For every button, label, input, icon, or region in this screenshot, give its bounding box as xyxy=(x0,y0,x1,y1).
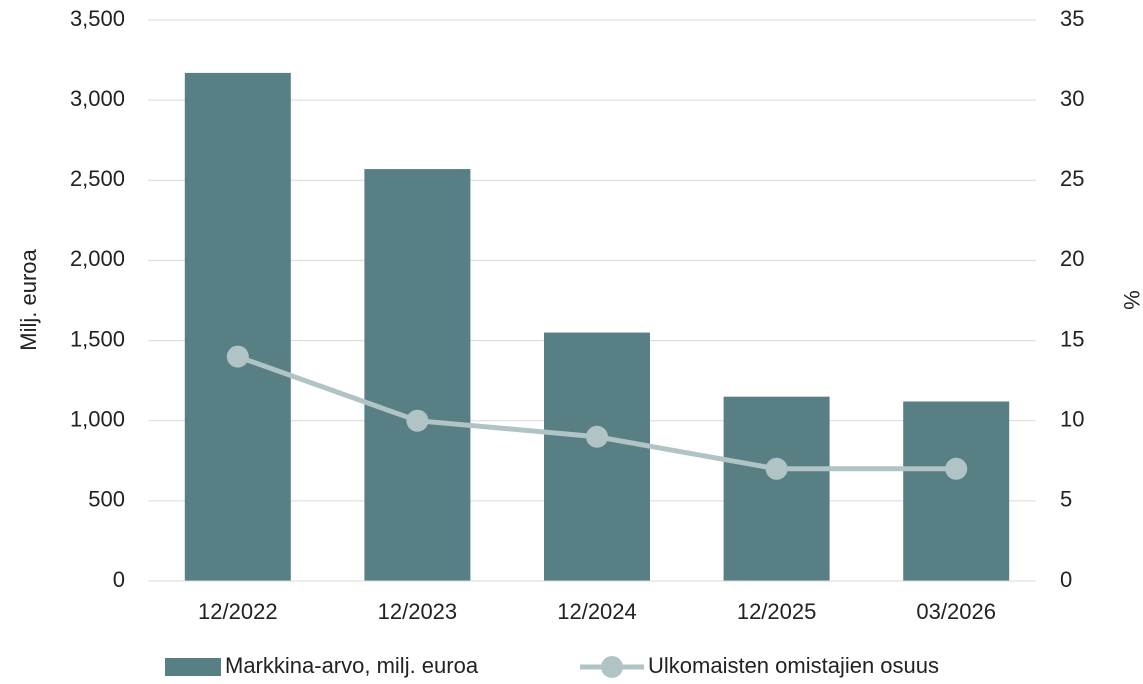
y-tick-label: 0 xyxy=(113,567,125,592)
line-marker xyxy=(765,457,788,480)
y-tick-label: 2,000 xyxy=(70,246,125,271)
legend-swatch-marker xyxy=(601,656,623,678)
x-tick-label: 12/2024 xyxy=(557,599,637,624)
y-tick-label: 1,000 xyxy=(70,407,125,432)
bar xyxy=(184,72,291,581)
y2-tick-label: 10 xyxy=(1060,407,1084,432)
y2-axis-title: % xyxy=(1119,290,1143,310)
line-marker xyxy=(226,345,249,368)
y2-tick-label: 35 xyxy=(1060,6,1084,31)
legend-label: Markkina-arvo, milj. euroa xyxy=(225,653,479,678)
bar xyxy=(364,169,471,581)
y-tick-label: 3,500 xyxy=(70,6,125,31)
x-tick-label: 12/2022 xyxy=(198,599,278,624)
legend-label: Ulkomaisten omistajien osuus xyxy=(648,653,939,678)
y2-tick-label: 30 xyxy=(1060,86,1084,111)
y2-tick-label: 25 xyxy=(1060,166,1084,191)
line-marker xyxy=(586,425,608,448)
legend-swatch xyxy=(165,658,221,676)
y2-tick-label: 0 xyxy=(1060,567,1072,592)
x-tick-label: 12/2023 xyxy=(378,599,458,624)
bar xyxy=(544,332,650,581)
x-tick-label: 12/2025 xyxy=(737,599,817,624)
y-tick-label: 2,500 xyxy=(70,166,125,191)
x-tick-label: 03/2026 xyxy=(916,599,996,624)
y2-tick-label: 5 xyxy=(1060,487,1072,512)
y-tick-label: 1,500 xyxy=(70,326,125,351)
y-axis-title: Milj. euroa xyxy=(16,248,41,350)
y-tick-label: 3,000 xyxy=(70,86,125,111)
y2-tick-label: 20 xyxy=(1060,246,1084,271)
line-marker xyxy=(945,457,968,480)
bar xyxy=(903,401,1010,581)
y2-tick-label: 15 xyxy=(1060,326,1084,351)
y-tick-label: 500 xyxy=(88,487,125,512)
bar xyxy=(723,396,830,581)
line-marker xyxy=(406,409,429,432)
